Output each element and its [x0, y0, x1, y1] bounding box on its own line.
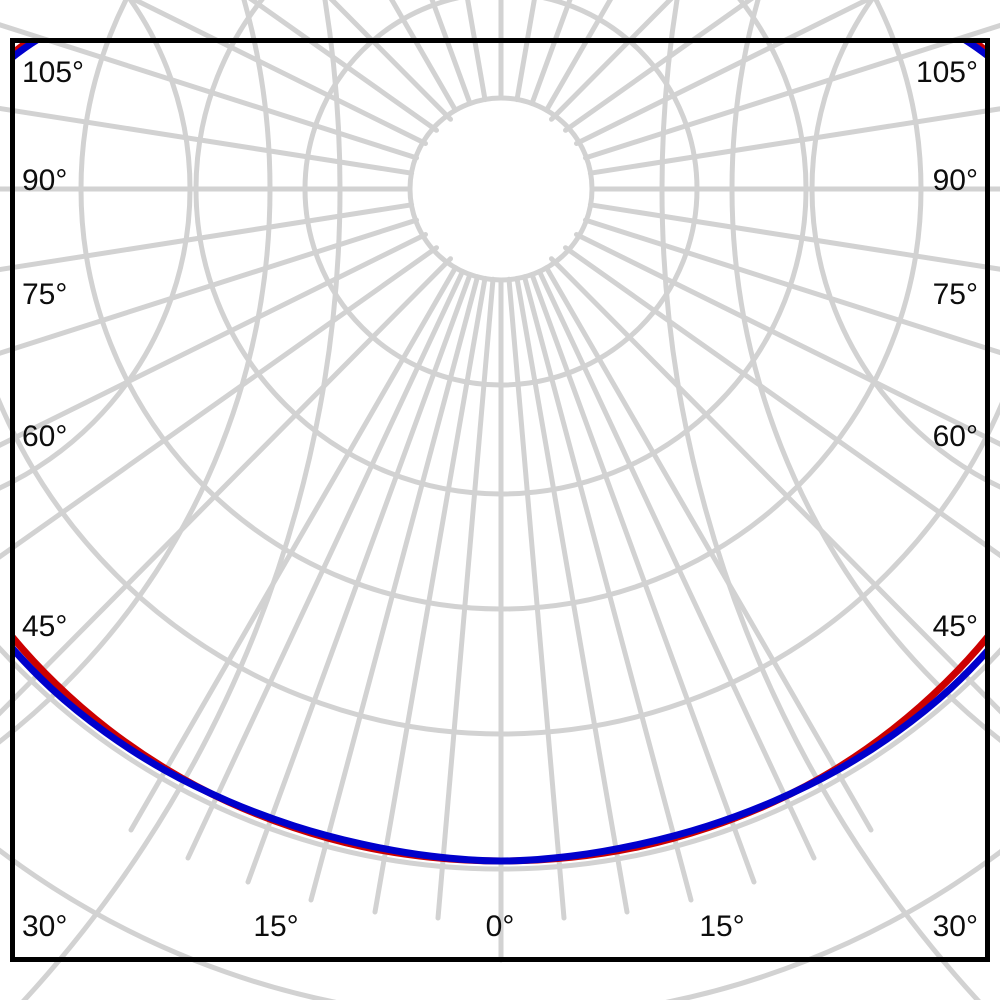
- grid-meridian-200: [429, 0, 473, 106]
- axis-label-left-60: 60°: [22, 420, 67, 453]
- axis-label-left-90: 90°: [22, 164, 67, 197]
- grid-meridian-130: [563, 0, 754, 133]
- grid-meridian--15: [308, 274, 480, 903]
- grid-meridian-240: [129, 0, 428, 146]
- grid-meridian--40: [0, 256, 453, 717]
- axis-label-right-105: 105°: [916, 56, 978, 89]
- grid-meridian--70: [0, 217, 419, 356]
- grid-meridian--60: [0, 232, 428, 448]
- grid-cross-arc-left-3: [20, 0, 343, 1000]
- grid-meridian-15: [522, 274, 694, 903]
- grid-meridian--10: [372, 275, 488, 915]
- axis-label-right-75: 75°: [933, 278, 978, 311]
- data-series-layer: [12, 40, 988, 865]
- grid-meridian-10: [514, 275, 630, 915]
- axis-label-bottom-15-left: 15°: [253, 910, 298, 943]
- grid-meridian--25: [185, 269, 465, 861]
- grid-meridian-80: [587, 202, 1000, 272]
- grid-meridians: [0, 0, 1000, 963]
- grid-cross-arc-left-1: [0, 0, 193, 491]
- axis-label-right-90: 90°: [933, 164, 978, 197]
- axis-label-bottom-0: 0°: [486, 910, 515, 943]
- grid-meridian-160: [529, 0, 573, 106]
- grid-meridian-60: [574, 232, 1000, 447]
- grid-meridian-260: [0, 105, 415, 176]
- grid-cross-arc-right-3: [659, 0, 982, 1000]
- grid-cross-arc-right-2: [729, 0, 1000, 743]
- grid-meridian-150: [544, 0, 613, 113]
- grid-meridian-120: [574, 0, 873, 146]
- axis-label-right-60: 60°: [933, 420, 978, 453]
- grid-meridian-25: [537, 269, 817, 861]
- axis-label-right-45: 45°: [933, 610, 978, 643]
- grid-meridian--80: [0, 202, 415, 273]
- axis-label-left-45: 45°: [22, 610, 67, 643]
- grid-meridian-210: [389, 0, 458, 113]
- axis-label-right-30: 30°: [933, 910, 978, 943]
- axis-label-left-75: 75°: [22, 278, 67, 311]
- axis-labels: 105° 90° 75° 60° 45° 30° 105° 90° 75° 60…: [22, 56, 978, 943]
- grid-meridian-100: [587, 106, 1000, 176]
- grid-meridian--5: [435, 276, 496, 921]
- grid-meridian-250: [0, 22, 419, 161]
- axis-label-left-105: 105°: [22, 56, 84, 89]
- plot-frame: [10, 38, 990, 962]
- grid-meridian-110: [583, 22, 1000, 161]
- grid-cross-arc-right-1: [809, 0, 1000, 490]
- grid-meridian-230: [248, 0, 439, 133]
- axis-label-bottom-15-right: 15°: [699, 910, 744, 943]
- grid-meridian--30: [128, 265, 458, 833]
- series-curve-c90-c270: [12, 40, 988, 865]
- axis-label-left-30: 30°: [22, 910, 67, 943]
- grid-meridian-20: [529, 272, 757, 885]
- grid-meridian-5: [506, 276, 567, 921]
- grid-cross-arc-left-2: [0, 0, 273, 745]
- grid-meridian-30: [544, 265, 874, 833]
- grid-meridian--20: [245, 272, 473, 885]
- grid-meridian-70: [583, 217, 1000, 356]
- grid-meridian-50: [563, 245, 1000, 559]
- grid-meridian--50: [0, 245, 439, 560]
- grid-meridian-40: [549, 256, 1000, 715]
